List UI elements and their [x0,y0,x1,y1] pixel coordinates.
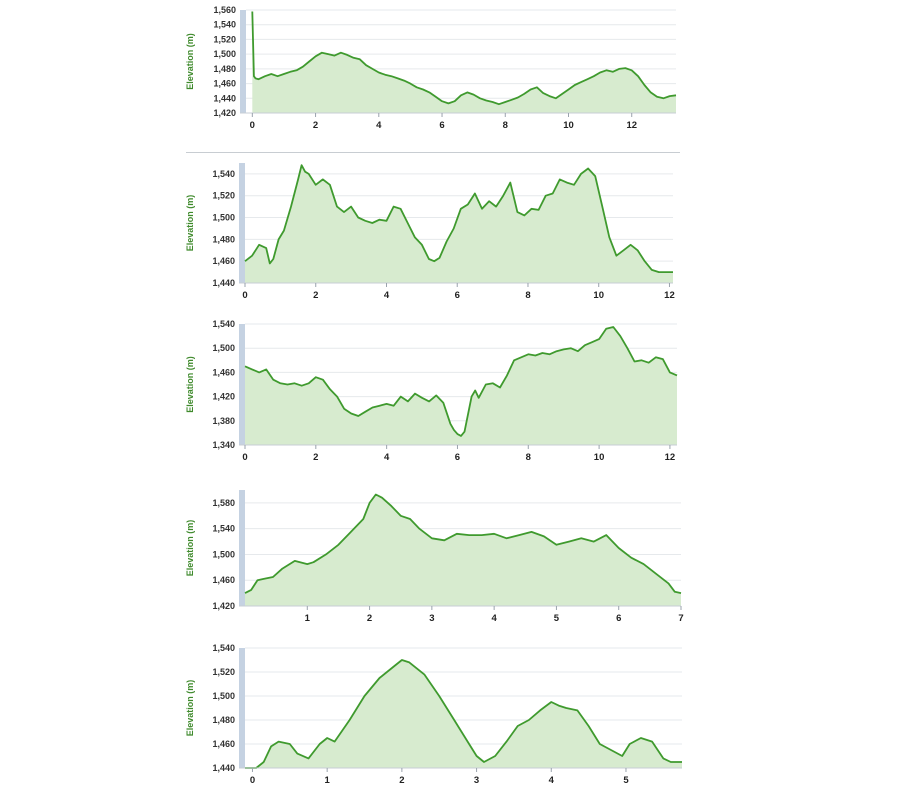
x-tick-label: 10 [594,452,605,463]
y-tick-label: 1,520 [212,667,235,677]
elevation-area [245,494,681,606]
y-tick-label: 1,540 [212,643,235,653]
y-tick-label: 1,480 [213,64,236,74]
y-tick-label: 1,440 [213,93,236,103]
panel-separator [186,152,680,153]
y-tick-label: 1,480 [212,715,235,725]
x-tick-label: 0 [250,775,255,786]
y-tick-label: 1,460 [213,79,236,89]
y-tick-label: 1,420 [212,392,235,402]
x-tick-label: 3 [429,613,434,624]
y-tick-label: 1,500 [213,49,236,59]
chart-svg: 1,440 1,460 1,480 1,500 1,520 1,540 0 1 2 3 4 5 Elev… [185,643,682,786]
elevation-line [251,11,677,106]
y-tick-label: 1,540 [212,319,235,329]
x-tick-label: 0 [242,290,247,301]
y-tick-label: 1,420 [212,601,235,611]
y-tick-label: 1,460 [212,575,235,585]
y-tick-label: 1,500 [212,691,235,701]
elevation-chart-2: 1,440 1,460 1,480 1,500 1,520 1,540 0 2 4 6 8 10 12 E… [0,155,900,313]
x-tick-label: 4 [384,452,390,463]
x-tick-label: 7 [678,613,683,624]
elevation-area [245,660,682,768]
x-tick-label: 10 [563,120,574,131]
y-tick-label: 1,560 [213,5,236,15]
y-tick-label: 1,460 [212,256,235,266]
y-tick-label: 1,540 [213,20,236,30]
y-tick-label: 1,440 [212,278,235,288]
elevation-chart-1: 1,420 1,440 1,460 1,480 1,500 1,520 1,540 1,560… [0,0,900,143]
x-tick-label: 3 [474,775,479,786]
y-tick-label: 1,500 [212,549,235,559]
x-tick-label: 12 [665,452,676,463]
y-tick-label: 1,520 [213,34,236,44]
x-tick-label: 0 [242,452,247,463]
x-tick-label: 6 [439,120,444,131]
chart-svg: 1,340 1,380 1,420 1,460 1,500 1,540 0 2 4 6 8 10 12 E… [185,319,678,463]
y-axis-title: Elevation (m) [185,520,195,577]
y-axis-strip [239,648,245,768]
x-tick-label: 4 [549,775,555,786]
y-axis-title: Elevation (m) [185,195,195,252]
y-tick-label: 1,460 [212,739,235,749]
y-axis-title: Elevation (m) [185,33,195,90]
y-tick-label: 1,460 [212,367,235,377]
x-tick-label: 4 [491,613,497,624]
y-tick-label: 1,500 [212,343,235,353]
elevation-area [245,327,677,445]
x-tick-label: 4 [384,290,390,301]
y-tick-label: 1,540 [212,524,235,534]
chart-svg: 1,440 1,460 1,480 1,500 1,520 1,540 0 2 4 6 8 10 12 E… [185,163,675,301]
x-tick-label: 2 [367,613,372,624]
x-tick-label: 12 [626,120,637,131]
y-tick-label: 1,520 [212,191,235,201]
y-axis-strip [239,163,245,283]
y-tick-label: 1,420 [213,108,236,118]
y-axis-strip [239,490,245,606]
elevation-chart-3: 1,340 1,380 1,420 1,460 1,500 1,540 0 2 4 6 8 10 12 E… [0,316,900,475]
y-tick-label: 1,480 [212,234,235,244]
y-tick-label: 1,380 [212,416,235,426]
elevation-line [245,659,682,769]
x-tick-label: 8 [525,290,530,301]
x-tick-label: 8 [503,120,508,131]
x-tick-label: 4 [376,120,382,131]
y-axis-strip [240,10,246,113]
elevation-chart-4: 1,420 1,460 1,500 1,540 1,580 1 2 3 4 5 6 7 Elevatio… [0,482,900,636]
elevation-chart-5: 1,440 1,460 1,480 1,500 1,520 1,540 0 1 2 3 4 5 Elev… [0,640,900,798]
x-tick-label: 6 [455,290,460,301]
y-tick-label: 1,580 [212,498,235,508]
chart-svg: 1,420 1,460 1,500 1,540 1,580 1 2 3 4 5 6 7 Elevatio… [185,490,684,624]
y-tick-label: 1,500 [212,213,235,223]
elevation-line [244,326,678,437]
elevation-area [252,11,677,113]
x-tick-label: 8 [526,452,531,463]
y-axis-title: Elevation (m) [185,356,195,413]
x-tick-label: 10 [593,290,604,301]
x-tick-label: 5 [554,613,560,624]
x-tick-label: 6 [616,613,621,624]
x-tick-label: 5 [623,775,629,786]
y-tick-label: 1,340 [212,440,235,450]
elevation-area [245,165,673,283]
x-tick-label: 1 [305,613,311,624]
x-tick-label: 1 [325,775,331,786]
y-tick-label: 1,540 [212,169,235,179]
x-tick-label: 12 [664,290,675,301]
y-tick-label: 1,440 [212,763,235,773]
y-axis-title: Elevation (m) [185,680,195,737]
y-axis-strip [239,324,245,445]
x-tick-label: 2 [313,120,318,131]
x-tick-label: 6 [455,452,460,463]
x-tick-label: 2 [313,290,318,301]
elevation-line [244,164,673,273]
x-tick-label: 2 [399,775,404,786]
x-tick-label: 2 [313,452,318,463]
chart-svg: 1,420 1,440 1,460 1,480 1,500 1,520 1,540 1,560… [185,5,677,131]
elevation-line [244,493,682,594]
x-tick-label: 0 [250,120,255,131]
